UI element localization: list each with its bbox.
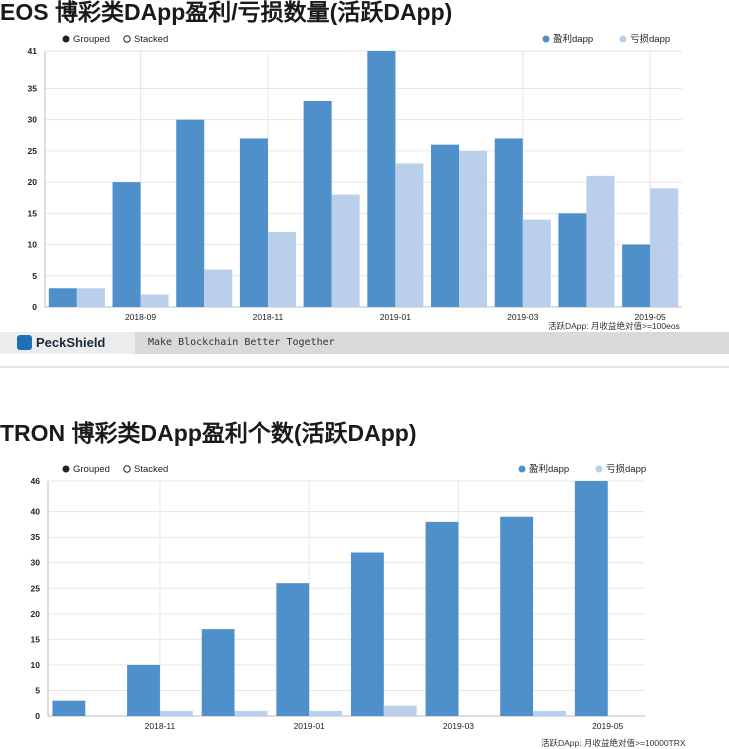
eos-legend-label-1: 盈利dapp	[553, 33, 593, 45]
tron-y-tick-label: 30	[31, 558, 41, 568]
tron-bar-profit	[425, 521, 459, 716]
eos-bar-profit	[112, 182, 141, 307]
eos-grouped-label: Grouped	[73, 34, 110, 45]
tron-legend-label-1: 盈利dapp	[529, 463, 569, 475]
tron-y-tick-label: 35	[31, 532, 41, 542]
eos-legend-label-2: 亏损dapp	[630, 33, 670, 45]
eos-legend-marker-2	[619, 35, 627, 43]
eos-bar-profit	[48, 288, 77, 307]
tron-y-tick-label: 25	[31, 583, 41, 593]
eos-footnote: 活跃DApp: 月收益绝对值>=100eos	[548, 321, 680, 331]
eos-bar-profit	[367, 51, 396, 307]
tron-y-tick-label: 10	[31, 660, 41, 670]
tron-y-tick-label: 46	[31, 476, 41, 486]
tron-chart-title: TRON 博彩类DApp盈利个数(活跃DApp)	[0, 420, 417, 446]
eos-y-tick-label: 5	[32, 271, 37, 281]
eos-y-tick-label: 20	[28, 177, 38, 187]
peckshield-logo-icon	[17, 335, 32, 350]
eos-y-tick-label: 15	[28, 208, 38, 218]
tron-y-tick-label: 0	[35, 711, 40, 721]
tron-footnote: 活跃DApp: 月收益绝对值>=10000TRX	[541, 738, 686, 748]
eos-bar-profit	[622, 244, 651, 307]
eos-bar-loss	[331, 194, 360, 307]
eos-bar-profit	[303, 100, 332, 307]
tron-bar-loss	[159, 710, 193, 716]
tron-grouped-radio	[62, 465, 70, 473]
section-divider	[0, 366, 729, 368]
tron-y-tick-label: 40	[31, 507, 41, 517]
tron-bar-loss	[383, 705, 417, 716]
eos-bar-loss	[204, 269, 233, 307]
eos-legend-marker-1	[542, 35, 550, 43]
eos-bar-loss	[586, 175, 615, 307]
eos-bar-chart: Grouped Stacked 盈利dapp 亏损dapp 0 5 10 15 20 25 30 35…	[28, 33, 682, 322]
eos-bar-loss	[459, 150, 488, 307]
eos-bar-loss	[650, 188, 679, 307]
footer-brand: PeckShield	[36, 335, 106, 350]
tron-x-tick-label: 2019-05	[592, 721, 623, 731]
eos-stacked-label: Stacked	[134, 34, 168, 45]
tron-bar-profit	[52, 700, 86, 716]
tron-y-tick-label: 20	[31, 609, 41, 619]
eos-chart-title: EOS 博彩类DApp盈利/亏损数量(活跃DApp)	[0, 0, 453, 25]
eos-y-tick-label: 41	[28, 46, 38, 56]
eos-y-tick-label: 10	[28, 240, 38, 250]
eos-bar-profit	[431, 144, 460, 307]
eos-x-tick-label: 2018-11	[253, 312, 284, 322]
tron-bar-profit	[574, 481, 608, 716]
eos-bar-profit	[239, 138, 268, 307]
eos-y-tick-label: 35	[28, 83, 38, 93]
tron-y-tick-label: 5	[35, 685, 40, 695]
eos-x-tick-label: 2019-05	[635, 312, 666, 322]
eos-bar-profit	[558, 213, 587, 307]
tron-bar-profit	[201, 629, 235, 716]
tron-bar-profit	[500, 516, 534, 716]
tron-grouped-label: Grouped	[73, 464, 110, 475]
tron-bar-profit	[127, 664, 160, 716]
tron-legend-marker-2	[595, 465, 603, 473]
footer-brand-area	[0, 332, 135, 354]
tron-x-tick-label: 2018-11	[145, 721, 176, 731]
tron-bar-loss	[533, 710, 566, 716]
eos-y-tick-label: 25	[28, 146, 38, 156]
eos-bar-profit	[494, 138, 523, 307]
eos-bar-loss	[140, 294, 169, 307]
eos-grouped-radio	[62, 35, 70, 43]
tron-bar-profit	[276, 583, 310, 716]
tron-bar-chart: Grouped Stacked 盈利dapp 亏损dapp 0 5 10 15 20 25 30 35…	[31, 463, 647, 731]
eos-bar-profit	[176, 119, 205, 308]
eos-bar-loss	[267, 232, 296, 307]
tron-x-tick-label: 2019-03	[443, 721, 474, 731]
tron-stacked-label: Stacked	[134, 464, 168, 475]
tron-legend-label-2: 亏损dapp	[606, 463, 646, 475]
eos-bar-loss	[395, 163, 424, 307]
tron-x-tick-label: 2019-01	[294, 721, 325, 731]
eos-x-tick-label: 2019-01	[380, 312, 411, 322]
eos-x-tick-label: 2019-03	[507, 312, 538, 322]
tron-y-tick-label: 15	[31, 634, 41, 644]
eos-y-tick-label: 30	[28, 115, 38, 125]
footer-slogan: Make Blockchain Better Together	[148, 337, 335, 348]
eos-y-tick-label: 0	[32, 302, 37, 312]
peckshield-footer: PeckShield Make Blockchain Better Togeth…	[0, 332, 729, 354]
tron-stacked-radio	[123, 465, 131, 473]
eos-x-tick-label: 2018-09	[125, 312, 156, 322]
tron-bar-loss	[234, 710, 268, 716]
tron-legend-marker-1	[518, 465, 526, 473]
eos-bar-loss	[522, 219, 551, 307]
tron-bar-loss	[309, 710, 343, 716]
eos-stacked-radio	[123, 35, 131, 43]
eos-bar-loss	[76, 288, 105, 307]
tron-bar-profit	[350, 552, 384, 716]
